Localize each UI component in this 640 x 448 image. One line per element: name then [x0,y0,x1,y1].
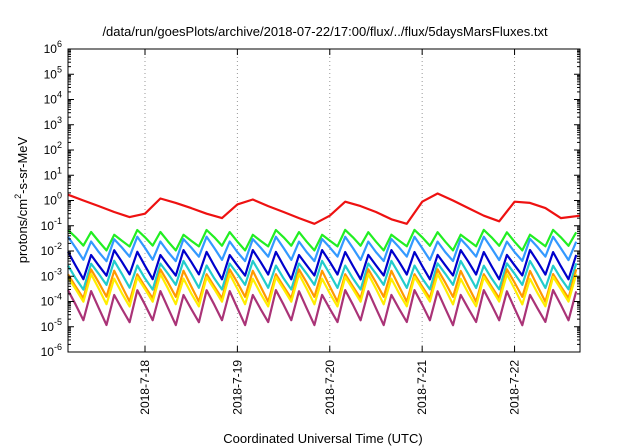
series-line [67,248,578,281]
y-tick-label: 10-5 [41,317,62,334]
y-axis-label: protons/cm2-s-sr-MeV [13,136,30,263]
y-tick-label: 10-2 [41,241,62,258]
y-tick-label: 102 [44,140,62,157]
series-line [67,288,578,327]
y-axis-label-sup: 2 [13,194,23,199]
y-tick-label: 100 [44,191,62,208]
x-tick-label: 2018-7-19 [230,360,244,415]
series-layer [67,192,581,327]
series-line [67,228,578,252]
x-tick-label: 2018-7-20 [323,360,337,415]
y-tick-label: 10-4 [41,292,62,309]
y-axis: 10-6 10-5 10-4 10-3 10-2 10-1 100 101 102 103 104 1… [41,39,580,359]
x-tick-label: 2018-7-22 [508,360,522,415]
y-tick-label: 105 [44,64,62,81]
y-axis-label-prefix: protons/cm [15,199,30,263]
series-line [67,235,578,263]
x-tick-label: 2018-7-21 [415,360,429,415]
y-tick-label: 104 [44,90,62,107]
x-tick-label: 2018-7-18 [138,360,152,415]
y-tick-label: 10-6 [41,342,62,359]
x-axis-label: Coordinated Universal Time (UTC) [223,431,422,446]
y-tick-label: 103 [44,115,62,132]
y-tick-label: 106 [44,39,62,56]
x-axis: 2018-7-18 2018-7-19 2018-7-20 2018-7-21 2018… [138,49,522,415]
y-tick-label: 10-1 [41,216,62,233]
series-line [67,259,578,291]
y-tick-label: 10-3 [41,266,62,283]
y-tick-label: 101 [44,165,62,182]
series-line [67,273,578,308]
y-axis-label-suffix: -s-sr-MeV [15,136,30,193]
grid [144,49,516,352]
chart-title: /data/run/goesPlots/archive/2018-07-22/1… [102,24,548,39]
series-line [67,192,581,225]
